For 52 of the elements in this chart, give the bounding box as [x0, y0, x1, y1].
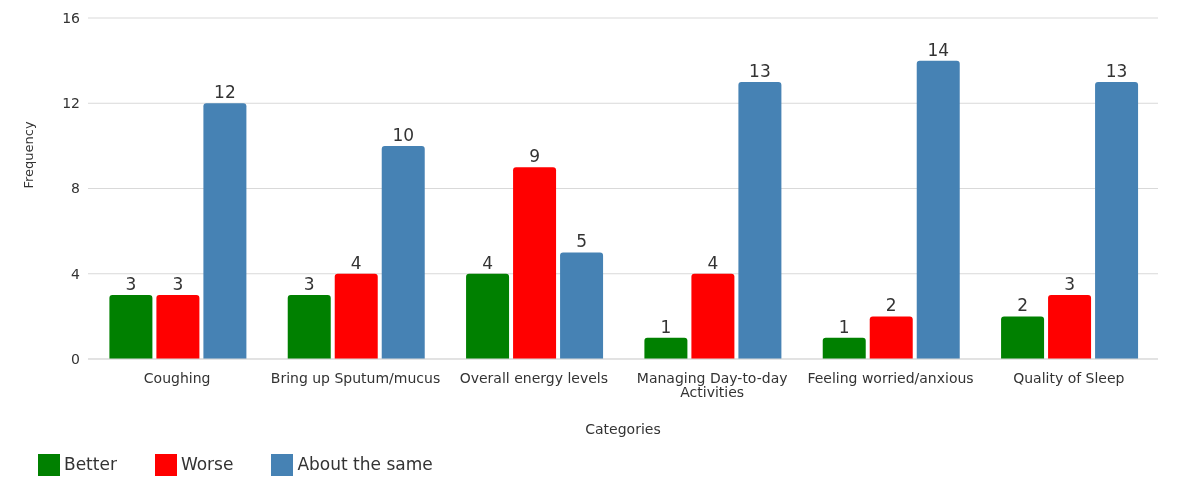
x-axis-title: Categories — [585, 421, 661, 437]
data-label: 5 — [576, 231, 587, 252]
data-label: 3 — [172, 274, 184, 295]
y-tick-label: 4 — [71, 265, 81, 282]
bar — [916, 60, 960, 359]
data-label: 12 — [214, 82, 236, 103]
bar — [381, 145, 425, 359]
bar — [287, 295, 331, 359]
x-tick-label: Managing Day-to-day Activities — [636, 369, 788, 400]
x-tick-label: Quality of Sleep — [1013, 369, 1125, 386]
data-label: 3 — [1064, 274, 1075, 295]
legend-label: Better — [64, 454, 117, 474]
bar — [1095, 81, 1139, 359]
y-tick-label: 16 — [62, 9, 81, 26]
bar — [156, 295, 200, 359]
x-tick-label: Bring up Sputum/mucus — [270, 369, 441, 386]
data-label: 4 — [482, 252, 493, 273]
data-label: 13 — [1105, 60, 1128, 81]
data-label: 13 — [749, 60, 771, 81]
bar — [644, 337, 688, 359]
y-tick-label: 0 — [71, 350, 80, 367]
data-label: 10 — [392, 124, 415, 145]
y-tick-label: 12 — [62, 95, 80, 112]
bar — [1048, 295, 1092, 359]
x-tick-label: Overall energy levels — [459, 369, 608, 386]
data-label: 4 — [350, 252, 362, 273]
bar — [203, 103, 247, 359]
data-label: 9 — [529, 146, 540, 167]
bar — [334, 273, 378, 359]
legend-label: About the same — [297, 454, 433, 474]
x-tick-label: Feeling worried/anxious — [807, 369, 974, 386]
data-label: 14 — [927, 39, 950, 60]
bar — [738, 81, 782, 359]
data-label: 2 — [1017, 295, 1028, 316]
y-tick-label: 8 — [71, 180, 80, 197]
data-label: 3 — [303, 274, 315, 295]
bar — [466, 273, 510, 359]
legend-label: Worse — [180, 454, 234, 474]
bar — [691, 273, 735, 359]
data-label: 3 — [125, 274, 137, 295]
x-tick-label: Coughing — [143, 369, 211, 386]
bar — [109, 295, 153, 359]
bar — [1001, 316, 1045, 359]
bar — [822, 337, 866, 359]
data-label: 4 — [707, 252, 719, 273]
y-axis-title: Frequency — [20, 121, 36, 189]
data-label: 1 — [660, 316, 672, 337]
bar — [513, 167, 557, 359]
data-label: 2 — [885, 295, 897, 316]
bar — [869, 316, 913, 359]
data-label: 1 — [838, 316, 850, 337]
bar — [560, 252, 604, 359]
